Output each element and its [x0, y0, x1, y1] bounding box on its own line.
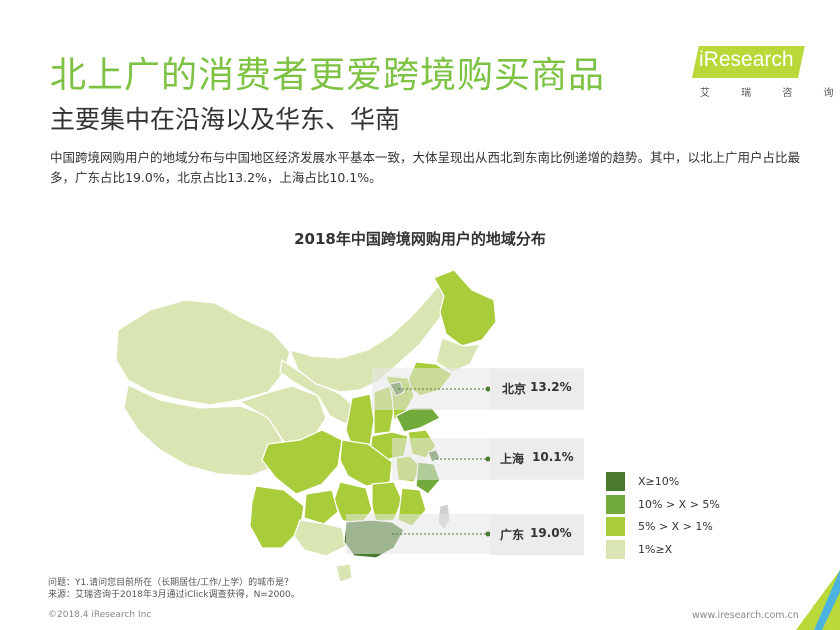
legend-label-3: 5% > X > 1%: [638, 520, 713, 533]
region-sichuan: [261, 429, 343, 495]
leader-dot-beijing: [485, 386, 491, 392]
region-tibet: [123, 384, 283, 477]
corner-decoration: [796, 570, 840, 630]
legend-swatch-1: [606, 472, 625, 491]
page-title: 北上广的消费者更爱跨境购买商品: [50, 55, 606, 96]
region-guangxi: [293, 519, 347, 557]
callout-beijing: 北京 13.2%: [490, 369, 584, 409]
chart-title: 2018年中国跨境网购用户的地域分布: [294, 230, 546, 248]
leader-dot-guangdong: [485, 531, 491, 537]
logo-subtitle: 艾 瑞 咨 询: [700, 88, 840, 99]
page-description: 中国跨境网购用户的地域分布与中国地区经济发展水平基本一致，大体呈现出从西北到东南…: [50, 150, 801, 185]
callout-value-guangdong: 19.0%: [530, 526, 572, 540]
region-jilin: [435, 337, 482, 373]
iresearch-logo: iResearch 艾 瑞 咨 询: [692, 46, 834, 106]
callout-region-beijing: 北京: [502, 382, 527, 396]
callout-shanghai: 上海 10.1%: [490, 439, 584, 479]
callout-value-shanghai: 10.1%: [532, 450, 574, 464]
legend-label-1: X≥10%: [638, 475, 680, 488]
footnote: 问题：Y1.请问您目前所在（长期居住/工作/上学）的城市是？ 来源：艾瑞咨询于2…: [48, 577, 300, 601]
leader-dot-shanghai: [485, 456, 491, 462]
region-hainan: [335, 563, 353, 583]
region-xinjiang: [115, 299, 291, 406]
callout-region-guangdong: 广东: [500, 528, 525, 542]
region-yunnan: [249, 485, 305, 549]
legend-label-2: 10% > X > 5%: [638, 497, 720, 511]
region-qinghai: [238, 385, 327, 443]
legend-swatch-3: [606, 517, 625, 536]
legend-swatch-4: [606, 539, 625, 559]
region-guizhou: [303, 489, 339, 525]
page-subtitle: 主要集中在沿海以及华东、华南: [50, 105, 401, 134]
logo-brand: iResearch: [699, 48, 794, 71]
callout-guangdong: 广东 19.0%: [490, 515, 584, 555]
copyright: ©2018.4 iResearch Inc: [48, 610, 152, 620]
callout-value-beijing: 13.2%: [530, 380, 572, 394]
footnote-question: 问题：Y1.请问您目前所在（长期居住/工作/上学）的城市是？: [48, 578, 294, 588]
legend-swatch-2: [606, 494, 625, 514]
callout-region-shanghai: 上海: [500, 452, 525, 466]
region-heilongjiang: [433, 269, 497, 347]
legend-label-4: 1%≥X: [638, 542, 673, 556]
website-url: www.iresearch.com.cn: [692, 610, 799, 621]
footnote-source: 来源：艾瑞咨询于2018年3月通过iClick调查获得，N=2000。: [48, 590, 300, 600]
